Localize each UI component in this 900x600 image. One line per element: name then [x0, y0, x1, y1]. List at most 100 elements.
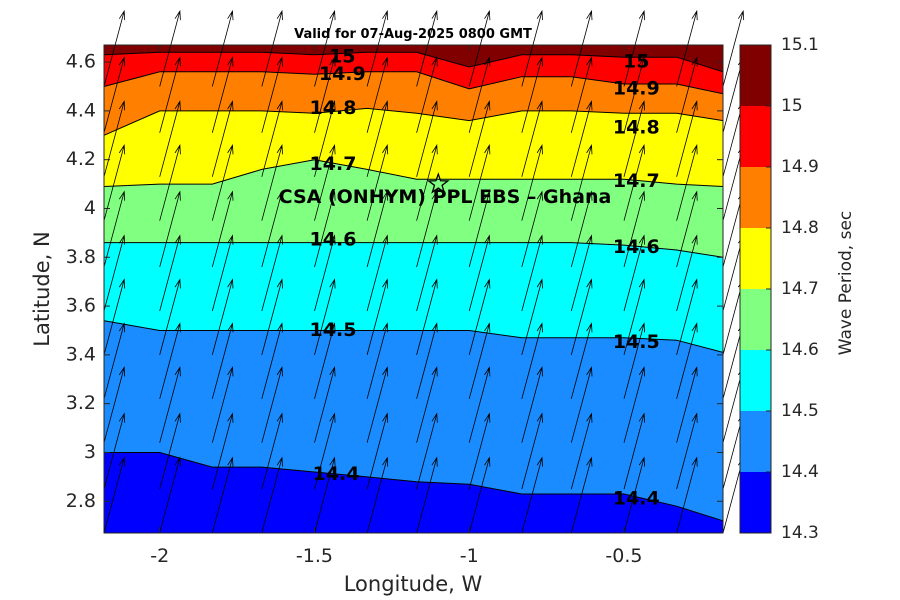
- direction-arrow: [570, 9, 593, 87]
- direction-arrow: [159, 322, 181, 399]
- direction-arrow: [416, 56, 438, 133]
- direction-arrow: [416, 278, 438, 356]
- contour-label: 14.4: [313, 463, 360, 485]
- colorbar-swatch: [740, 411, 771, 472]
- direction-arrow: [676, 322, 698, 399]
- direction-arrow: [314, 322, 336, 399]
- direction-arrow: [570, 234, 593, 312]
- y-axis-label: Latitude, N: [30, 231, 54, 347]
- direction-arrow: [416, 322, 438, 399]
- direction-arrow: [261, 278, 283, 356]
- contour-label: 15: [329, 46, 355, 68]
- direction-arrow: [159, 190, 181, 268]
- colorbar-swatch: [740, 472, 771, 533]
- colorbar-tick-label: 14.7: [781, 279, 819, 299]
- contour-band-14.5-14.6: [104, 242, 723, 353]
- direction-arrow: [314, 144, 336, 221]
- direction-arrow: [570, 56, 593, 133]
- direction-arrow: [261, 190, 283, 268]
- contour-label: 14.7: [310, 153, 357, 175]
- direction-arrow: [103, 366, 126, 443]
- direction-arrow: [314, 56, 336, 133]
- direction-arrow: [623, 412, 645, 490]
- direction-arrow: [261, 412, 283, 490]
- direction-arrow: [416, 190, 438, 268]
- contour-line-14.8: [103, 107, 724, 136]
- y-tick-label: 3: [84, 441, 96, 463]
- y-axis-ticks: 2.8 3 3.2 3.4 3.6 3.8 4 4.2 4.4 4.6: [66, 51, 723, 512]
- direction-arrow: [211, 456, 234, 534]
- direction-arrow: [570, 412, 593, 490]
- direction-arrow: [468, 100, 491, 177]
- direction-arrow: [676, 234, 698, 312]
- direction-arrow: [676, 100, 698, 177]
- direction-arrow: [521, 366, 543, 443]
- direction-arrow: [468, 456, 491, 534]
- direction-arrow: [211, 100, 234, 177]
- direction-arrow: [676, 144, 698, 221]
- direction-arrow: [570, 322, 593, 399]
- colorbar-label: Wave Period, sec: [836, 211, 856, 356]
- contour-label: 14.5: [310, 319, 357, 341]
- contour-label: 15: [623, 51, 649, 73]
- chart-title: Valid for 07-Aug-2025 0800 GMT: [294, 27, 532, 42]
- direction-arrow: [521, 100, 543, 177]
- direction-arrow: [676, 9, 698, 87]
- colorbar-swatch: [740, 45, 771, 106]
- x-tick-label: -1.5: [296, 545, 333, 567]
- contour-label: 14.5: [613, 331, 660, 353]
- y-tick-label: 4: [84, 197, 96, 219]
- y-tick-label: 3.4: [66, 343, 96, 365]
- y-tick-label: 3.2: [66, 392, 96, 414]
- direction-arrow: [676, 278, 698, 356]
- colorbar-swatch: [740, 167, 771, 228]
- direction-arrow: [623, 234, 645, 312]
- colorbar-swatch: [740, 289, 771, 350]
- direction-arrow: [521, 56, 543, 133]
- direction-arrow: [416, 412, 438, 490]
- direction-arrow: [366, 56, 389, 133]
- colorbar-swatch: [740, 228, 771, 289]
- direction-arrow: [103, 100, 126, 177]
- colorbar-tick-label: 14.8: [781, 218, 819, 238]
- direction-arrow: [366, 234, 389, 312]
- x-axis-label: Longitude, W: [344, 572, 483, 596]
- direction-arrow: [521, 456, 543, 534]
- direction-arrow: [103, 234, 126, 312]
- direction-arrow: [416, 144, 438, 221]
- direction-arrow: [211, 190, 234, 268]
- x-tick-label: -1: [460, 545, 479, 567]
- direction-arrow: [314, 412, 336, 490]
- contour-label: 14.8: [310, 97, 357, 119]
- direction-arrow: [261, 56, 283, 133]
- direction-arrow: [103, 412, 126, 490]
- colorbar: 14.3 14.4 14.5 14.6 14.7 14.8 14.9 15 15.1: [739, 35, 819, 543]
- direction-arrow: [261, 144, 283, 221]
- direction-arrow: [159, 366, 181, 443]
- direction-arrow: [468, 56, 491, 133]
- contour-label: 14.8: [613, 117, 660, 139]
- direction-arrow: [366, 9, 389, 87]
- colorbar-tick-label: 14.4: [781, 462, 819, 482]
- direction-arrow: [570, 366, 593, 443]
- x-tick-label: -2: [150, 545, 169, 567]
- colorbar-tick-label: 14.9: [781, 157, 819, 177]
- plot-frame: [103, 44, 724, 534]
- direction-arrow: [623, 278, 645, 356]
- direction-arrow: [159, 456, 181, 534]
- direction-arrow: [261, 322, 283, 399]
- contour-label: 14.9: [613, 77, 660, 99]
- direction-arrow: [623, 144, 645, 221]
- contour-band-14.8-14.9: [104, 71, 723, 136]
- direction-arrow: [103, 322, 126, 399]
- y-tick-label: 4.4: [66, 99, 96, 121]
- colorbar-swatch: [740, 350, 771, 411]
- direction-arrow: [261, 234, 283, 312]
- contour-line-14.7: [103, 159, 724, 187]
- direction-arrow: [623, 366, 645, 443]
- colorbar-tick-label: 15: [781, 96, 803, 116]
- direction-arrow: [570, 144, 593, 221]
- colorbar-tick-label: 15.1: [781, 35, 819, 55]
- contour-label: 14.4: [613, 487, 660, 509]
